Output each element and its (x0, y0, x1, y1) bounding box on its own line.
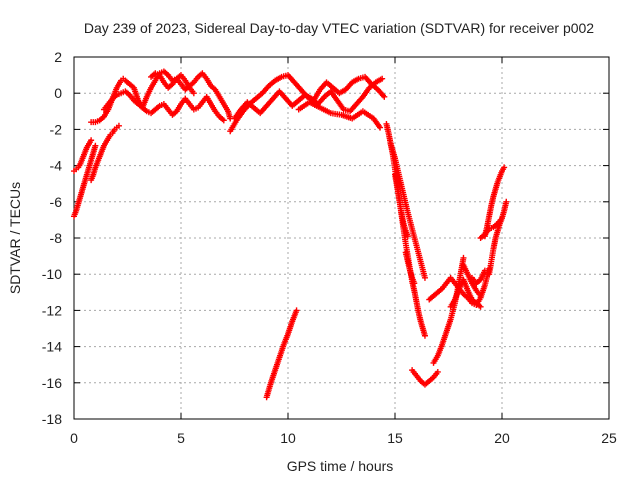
data-point (293, 307, 300, 314)
data-point (88, 137, 95, 144)
y-tick-labels: 2 0 -2 -4 -6 -8 -10 -12 -14 -16 -18 (42, 49, 62, 427)
data-point (421, 332, 428, 339)
data-point (477, 292, 484, 299)
data-series (100, 88, 227, 124)
data-series (71, 142, 99, 220)
y-tick-label: -8 (50, 230, 63, 246)
data-point (115, 122, 122, 129)
x-tick-label: 25 (601, 430, 617, 446)
data-point (381, 93, 388, 100)
y-tick-label: -6 (50, 194, 63, 210)
data-point (477, 303, 484, 310)
data-series (409, 367, 441, 388)
data-series (231, 75, 386, 122)
data-point (503, 198, 510, 205)
data-series (148, 70, 197, 97)
data-series (263, 307, 300, 401)
data-point (411, 280, 418, 287)
data-point (421, 274, 428, 281)
x-tick-label: 15 (387, 430, 403, 446)
data-point (501, 164, 508, 171)
y-tick-label: -10 (42, 266, 62, 282)
data-point (404, 233, 411, 240)
data-series (402, 249, 418, 287)
x-tick-label: 20 (494, 430, 510, 446)
y-tick-label: -4 (50, 158, 63, 174)
data-point (460, 254, 467, 261)
x-tick-labels: 0 5 10 15 20 25 (70, 430, 617, 446)
data-points (71, 68, 510, 401)
data-series (71, 137, 95, 175)
data-series (477, 215, 505, 241)
data-series (295, 99, 384, 131)
data-series (387, 140, 428, 281)
y-tick-label: -14 (42, 339, 62, 355)
y-tick-label: -12 (42, 302, 62, 318)
grid-lines (74, 57, 609, 419)
data-series (392, 171, 411, 240)
x-tick-label: 0 (70, 430, 78, 446)
data-point (481, 267, 488, 274)
y-tick-label: -16 (42, 375, 62, 391)
data-point (377, 124, 384, 131)
data-point (434, 368, 441, 375)
data-point (220, 117, 227, 124)
data-point (92, 142, 99, 149)
y-tick-label: -2 (50, 121, 63, 137)
x-tick-label: 5 (177, 430, 185, 446)
y-tick-label: 2 (54, 49, 62, 65)
data-series (88, 122, 122, 184)
chart-title: Day 239 of 2023, Sidereal Day-to-day VTE… (84, 20, 594, 36)
data-point (379, 75, 386, 82)
axis-ticks (73, 56, 610, 420)
data-point (190, 90, 197, 97)
x-tick-label: 10 (280, 430, 296, 446)
data-point (499, 215, 505, 222)
y-axis-label: SDTVAR / TECUs (7, 182, 23, 294)
data-series (447, 276, 484, 310)
data-series (469, 267, 488, 287)
y-tick-label: -18 (42, 411, 62, 427)
y-tick-label: 0 (54, 85, 62, 101)
x-axis-label: GPS time / hours (287, 458, 394, 474)
